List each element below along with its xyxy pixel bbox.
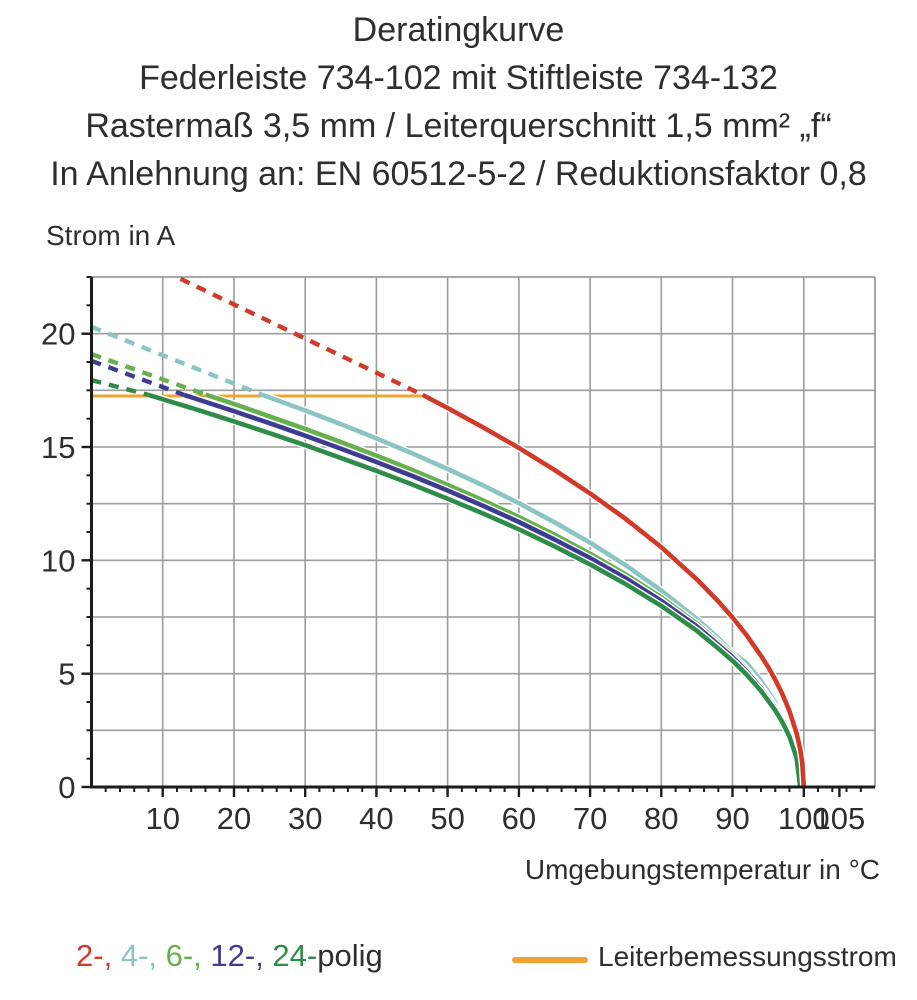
page-title: Deratingkurve	[352, 11, 565, 49]
curve-24-polig	[147, 392, 803, 788]
x-tick-label: 105	[814, 801, 866, 836]
x-tick-label: 20	[217, 801, 251, 836]
legend-segment-4: 4-,	[112, 938, 157, 973]
curve-24-polig-casing	[147, 391, 804, 788]
y-tick-label: 15	[41, 430, 75, 465]
legend-segment-2: 2-,	[76, 938, 113, 973]
legend-segment-6: 6-,	[156, 938, 202, 973]
header-subtitle-3: In Anlehnung an: EN 60512-5-2 / Reduktio…	[50, 155, 867, 193]
y-tick-label: 10	[41, 543, 75, 578]
rated-current-line-swatch	[512, 957, 588, 963]
legend-segment-polig: polig	[317, 938, 383, 973]
y-tick-label: 20	[41, 317, 75, 352]
y-axis-title: Strom in A	[46, 220, 176, 251]
curve-2-polig-casing	[420, 391, 808, 788]
x-tick-label: 70	[573, 801, 607, 836]
x-tick-label: 40	[359, 801, 393, 836]
rated-current-label: Leiterbemessungsstrom	[598, 941, 897, 972]
x-tick-label: 80	[644, 801, 678, 836]
x-tick-label: 50	[430, 801, 464, 836]
x-tick-label: 60	[502, 801, 536, 836]
y-tick-label: 0	[58, 770, 75, 805]
header: Deratingkurve Federleiste 734-102 mit St…	[0, 6, 917, 198]
curve-4-polig-dashed	[90, 324, 264, 397]
legend-pole-counts: 2-, 4-, 6-, 12-, 24-polig	[76, 938, 383, 974]
legend-segment-24: 24-	[263, 938, 318, 973]
curve-6-polig-dashed	[90, 352, 207, 397]
header-subtitle-2: Rastermaß 3,5 mm / Leiterquerschnitt 1,5…	[85, 107, 832, 145]
curve-2-polig	[421, 392, 807, 788]
y-tick-label: 5	[58, 657, 75, 692]
legend-segment-12: 12-,	[201, 938, 264, 973]
curve-24-polig-dashed	[90, 377, 150, 398]
x-axis-title: Umgebungstemperatur in °C	[524, 854, 880, 885]
header-subtitle-1: Federleiste 734-102 mit Stiftleiste 734-…	[139, 59, 778, 97]
x-tick-label: 100	[778, 801, 830, 836]
x-tick-label: 90	[715, 801, 749, 836]
x-tick-label: 30	[288, 801, 322, 836]
x-tick-label: 10	[145, 801, 179, 836]
curve-2-polig-dashed	[179, 276, 424, 397]
